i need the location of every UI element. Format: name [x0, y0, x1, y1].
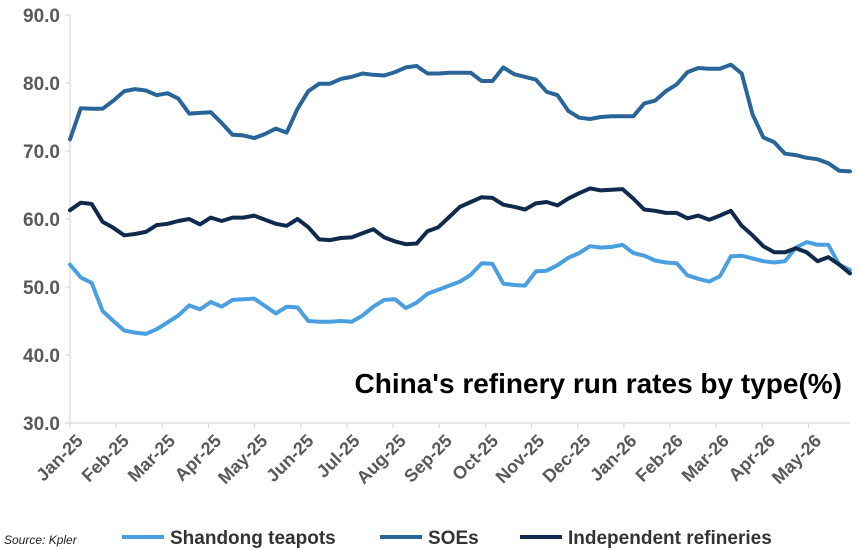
x-axis: Jan-25Feb-25Mar-25Apr-25May-25Jun-25Jul-…	[32, 422, 850, 488]
y-axis: 30.0 40.0 50.0 60.0 70.0 80.0 90.0	[23, 6, 71, 435]
x-tick-label: Mar-25	[124, 431, 179, 486]
series-layer	[68, 62, 852, 336]
x-tick-label: Feb-26	[632, 431, 687, 486]
x-tick-label: May-26	[768, 431, 825, 488]
x-tick-label: Jan-26	[586, 431, 640, 485]
legend: Shandong teapots SOEs Independent refineri…	[122, 528, 772, 549]
x-tick-label: May-25	[214, 431, 271, 488]
x-tick-label: Aug-25	[353, 431, 410, 488]
series-line-0	[68, 240, 852, 336]
legend-label-2: Independent refineries	[568, 528, 772, 549]
y-tick-label: 70.0	[23, 142, 60, 163]
x-tick-label: Sep-25	[400, 431, 456, 487]
x-tick-label: Feb-25	[78, 431, 133, 486]
legend-label-0: Shandong teapots	[170, 528, 336, 549]
x-tick-label: Nov-25	[492, 431, 549, 488]
y-tick-label: 80.0	[23, 74, 60, 95]
legend-label-1: SOEs	[428, 528, 479, 549]
series-line-1	[68, 62, 852, 174]
series-line-2	[68, 186, 852, 276]
y-tick-label: 40.0	[23, 346, 60, 367]
y-tick-label: 60.0	[23, 210, 60, 231]
x-tick-label: Jan-25	[32, 431, 86, 485]
y-tick-label: 50.0	[23, 278, 60, 299]
chart-title: China's refinery run rates by type(%)	[355, 368, 842, 399]
x-tick-label: Dec-25	[539, 431, 595, 487]
y-tick-label: 90.0	[23, 6, 60, 27]
x-tick-label: Jun-25	[262, 431, 317, 486]
x-tick-label: Mar-26	[678, 431, 733, 486]
source-note: Source: Kpler	[4, 533, 78, 547]
y-tick-label: 30.0	[23, 414, 60, 435]
